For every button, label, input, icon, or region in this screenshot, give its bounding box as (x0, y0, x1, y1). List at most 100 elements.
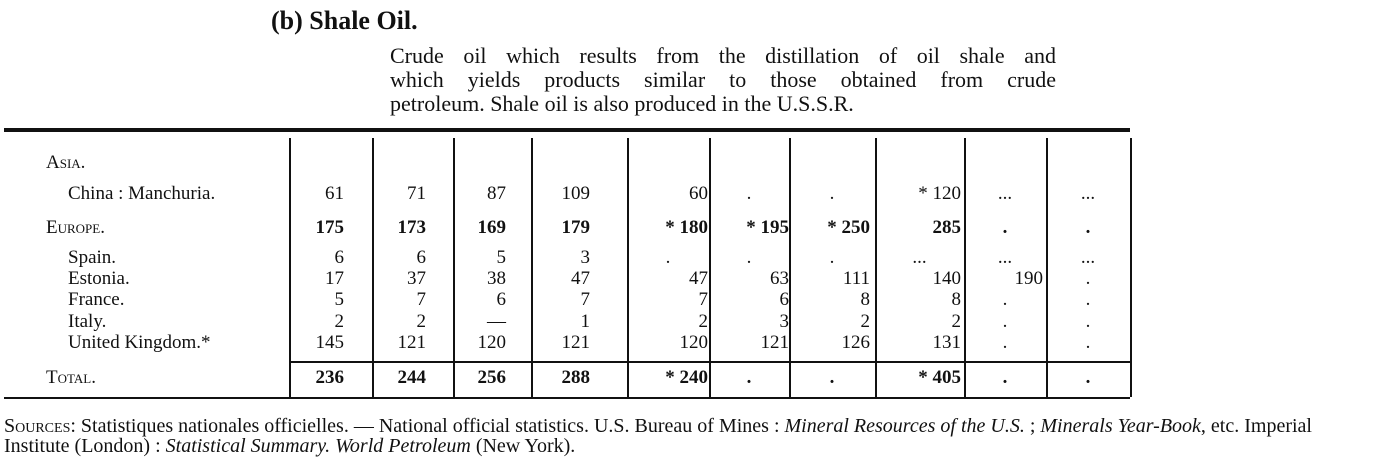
table-cell: 71 (407, 183, 426, 204)
region-label: Asia. (46, 152, 86, 173)
table-cell: . (746, 247, 752, 268)
table-cell: 111 (842, 268, 870, 289)
table-cell: 60 (689, 183, 708, 204)
table-cell: 190 (1014, 268, 1044, 289)
table-cell: ... (997, 247, 1013, 268)
intro-line: petroleum. Shale oil is also produced in… (390, 91, 854, 116)
intro-line: which yields products similar to those o… (390, 67, 1056, 92)
table-cell: 37 (407, 268, 426, 289)
table-cell: ... (997, 183, 1013, 204)
column-rule (789, 138, 791, 397)
table-cell: 131 (932, 332, 962, 353)
table-cell: 288 (561, 367, 591, 388)
table-cell: ... (1080, 183, 1096, 204)
table-cell: 175 (315, 217, 345, 238)
column-rule (964, 138, 966, 397)
table-cell: 47 (571, 268, 590, 289)
table-cell: 121 (760, 332, 790, 353)
table-cell: * 250 (827, 217, 870, 238)
table-cell: 120 (477, 332, 507, 353)
column-rule (875, 138, 877, 397)
table-bottom-rule (4, 397, 1130, 399)
table-cell: 256 (477, 367, 507, 388)
table-cell: 121 (397, 332, 427, 353)
table-cell: . (1085, 268, 1091, 289)
column-rule (453, 138, 455, 397)
column-rule (1130, 138, 1132, 397)
table-cell: 2 (698, 311, 709, 332)
table-cell: 8 (860, 289, 871, 310)
table-cell: 47 (689, 268, 708, 289)
table-cell: . (1002, 217, 1008, 238)
table-cell: 7 (698, 289, 709, 310)
table-cell: . (1085, 332, 1091, 353)
table-cell: * 180 (665, 217, 708, 238)
table-cell: 140 (932, 268, 962, 289)
table-cell: 120 (679, 332, 709, 353)
country-label: Spain. (68, 247, 117, 268)
table-cell: . (1002, 367, 1008, 388)
intro-paragraph: Crude oil which results from the distill… (390, 44, 1056, 116)
table-cell: 169 (477, 217, 507, 238)
table-cell: . (829, 367, 835, 388)
table-cell: ... (912, 247, 927, 268)
column-rule (372, 138, 374, 397)
table-cell: . (665, 247, 671, 268)
table-cell: . (1085, 217, 1091, 238)
table-cell: * 195 (746, 217, 789, 238)
table-cell: . (1085, 311, 1091, 332)
table-cell: . (1085, 367, 1091, 388)
table-cell: 126 (841, 332, 871, 353)
table-cell: 173 (397, 217, 427, 238)
table-cell: 244 (397, 367, 427, 388)
section-heading: (b) Shale Oil. (271, 6, 418, 35)
column-rule (627, 138, 629, 397)
table-cell: 2 (416, 311, 427, 332)
table-cell: * 120 (918, 183, 961, 204)
table-cell: 6 (416, 247, 427, 268)
table-cell: 7 (580, 289, 591, 310)
table-cell: 179 (561, 217, 591, 238)
table-cell: 2 (951, 311, 962, 332)
column-rule (289, 138, 291, 397)
table-cell: . (746, 367, 752, 388)
table-cell: 6 (334, 247, 345, 268)
sources-note: Sources: Statistiques nationales officie… (4, 415, 1312, 457)
country-label: China : Manchuria. (68, 183, 216, 204)
table-cell: 145 (315, 332, 345, 353)
table-cell: . (1002, 311, 1008, 332)
table-cell: 2 (860, 311, 871, 332)
table-cell: 121 (561, 332, 591, 353)
column-rule (1046, 138, 1048, 397)
table-top-rule (4, 128, 1130, 132)
table-cell: 5 (334, 289, 345, 310)
table-cell: 236 (315, 367, 345, 388)
column-rule (709, 138, 711, 397)
country-label: United Kingdom.* (68, 332, 211, 353)
table-cell: . (746, 183, 752, 204)
table-cell: 8 (951, 289, 962, 310)
column-rule (531, 138, 533, 397)
table-cell: 87 (487, 183, 506, 204)
country-label: France. (68, 289, 125, 310)
sources-label: Sources (4, 415, 71, 437)
table-cell: . (829, 247, 835, 268)
table-cell: 7 (416, 289, 427, 310)
intro-line: Crude oil which results from the distill… (390, 43, 1056, 68)
table-cell: * 405 (918, 367, 961, 388)
table-cell: 6 (779, 289, 790, 310)
table-cell: 285 (932, 217, 962, 238)
table-cell: 38 (487, 268, 506, 289)
table-cell: . (1002, 289, 1008, 310)
table-cell: 1 (580, 311, 591, 332)
table-cell: 3 (779, 311, 790, 332)
table-cell: ... (1080, 247, 1096, 268)
table-cell: 109 (561, 183, 591, 204)
table-cell: — (487, 311, 506, 332)
table-cell: . (1002, 332, 1008, 353)
country-label: Estonia. (68, 268, 130, 289)
table-cell: 3 (580, 247, 591, 268)
country-label: Italy. (68, 311, 107, 332)
table-cell: * 240 (665, 367, 708, 388)
table-cell: 2 (334, 311, 345, 332)
